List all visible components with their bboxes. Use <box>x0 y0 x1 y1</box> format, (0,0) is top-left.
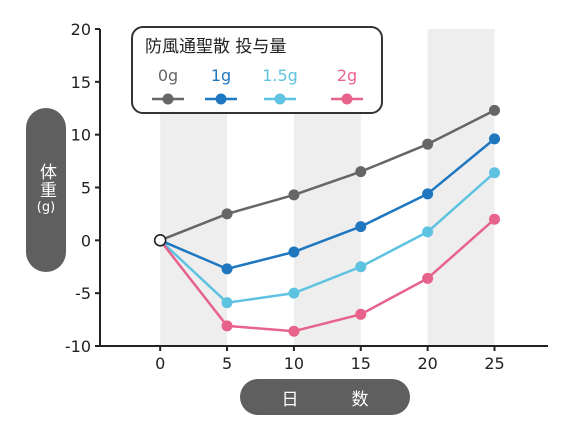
data-point-1g <box>422 188 434 200</box>
data-point-0g <box>422 138 434 150</box>
y-tick-label: -10 <box>65 337 91 356</box>
legend-marker-1g <box>215 93 227 105</box>
y-axis-label-unit: (g) <box>36 200 56 215</box>
y-axis-label: 体重 (g) <box>26 108 66 272</box>
x-axis-label: 日 数 <box>240 379 410 415</box>
data-point-0g <box>288 189 300 201</box>
x-tick-label: 25 <box>484 354 504 373</box>
legend: 防風通聖散 投与量 0g 1g 1.5g 2g <box>131 26 383 114</box>
x-tick-label: 15 <box>351 354 371 373</box>
y-tick-label: 10 <box>71 126 91 145</box>
data-point-1.5g <box>489 167 501 179</box>
data-point-2g <box>288 325 300 337</box>
data-point-0g <box>489 104 501 116</box>
series-lines <box>159 109 496 333</box>
data-point-2g <box>221 320 233 332</box>
y-tick-label: 0 <box>81 231 91 250</box>
legend-label-2g: 2g <box>337 66 357 85</box>
origin-point <box>153 234 167 247</box>
y-tick-label: 20 <box>71 20 91 39</box>
data-point-1.5g <box>221 297 233 309</box>
data-point-1.5g <box>355 261 367 273</box>
data-point-1.5g <box>422 226 434 238</box>
x-ticks: 0 5 10 15 20 25 <box>155 346 505 373</box>
legend-label-1.5g: 1.5g <box>262 66 298 85</box>
legend-marker-1.5g <box>274 93 286 105</box>
legend-items: 0g 1g 1.5g 2g <box>152 66 363 105</box>
data-point-0g <box>355 166 367 178</box>
legend-title: 防風通聖散 投与量 <box>145 37 286 57</box>
data-point-1g <box>355 221 367 233</box>
data-point-2g <box>355 308 367 320</box>
series-line-0g <box>159 109 496 242</box>
x-tick-label: 0 <box>155 354 165 373</box>
data-point-2g <box>422 272 434 284</box>
legend-marker-0g <box>162 93 174 105</box>
y-axis-label-text: 体重 <box>36 163 56 199</box>
y-tick-label: -5 <box>75 284 91 303</box>
legend-label-1g: 1g <box>211 66 231 85</box>
series-line-1g <box>159 137 496 271</box>
y-ticks: 20 15 10 5 0 -5 -10 <box>65 20 100 356</box>
data-point-1.5g <box>288 287 300 299</box>
data-point-0g <box>221 208 233 220</box>
legend-label-0g: 0g <box>158 66 178 85</box>
series-line-1.5g <box>159 171 496 304</box>
legend-marker-2g <box>341 93 353 105</box>
data-point-1g <box>489 133 501 145</box>
grid-band <box>427 29 495 346</box>
x-tick-label: 20 <box>417 354 437 373</box>
x-tick-label: 10 <box>284 354 304 373</box>
data-point-1g <box>221 263 233 275</box>
legend-box <box>131 26 383 114</box>
data-point-2g <box>489 213 501 225</box>
y-tick-label: 15 <box>71 73 91 92</box>
series-line-2g <box>159 218 496 333</box>
y-tick-label: 5 <box>81 179 91 198</box>
series-points <box>153 104 501 337</box>
data-point-1g <box>288 246 300 258</box>
x-tick-label: 5 <box>222 354 232 373</box>
